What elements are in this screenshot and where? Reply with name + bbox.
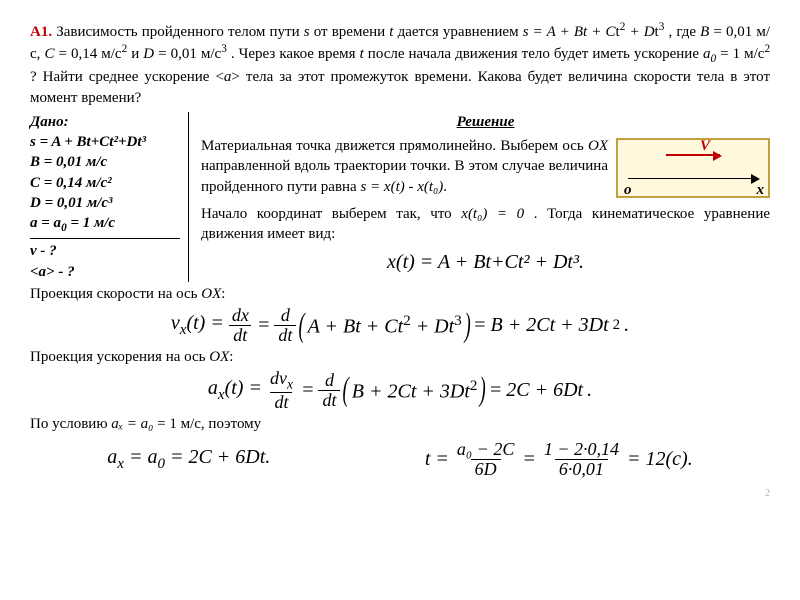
problem-number: А1. [30,24,52,40]
given-block: Дано: s = A + Bt+Сt²+Dt³ B = 0,01 м/с C … [30,112,189,282]
eq-final-row: ax = a0 = 2C + 6Dt. t = a₀ − 2C6D = 1 − … [30,440,770,479]
axis-diagram: V ox [616,138,770,198]
solution-step-2: Начало координат выберем так, что x(t₀) … [201,204,770,245]
eq-acceleration: ax(t) = dvxdt = ddt (B + 2Ct + 3Dt2) = 2… [30,369,770,412]
given-l1: s = A + Bt+Сt²+Dt³ [30,132,180,152]
page-number: 2 [30,487,770,501]
eq-velocity: vx(t) = dxdt = ddt (A + Bt + Ct2 + Dt3) … [30,306,770,345]
velocity-projection-label: Проекция скорости на ось OX: [30,284,770,304]
given-l2: B = 0,01 м/с [30,152,180,172]
solution-title: Решение [201,112,770,132]
given-l3: C = 0,14 м/с² [30,173,180,193]
given-title: Дано: [30,112,180,132]
eq-kinematic: x(t) = A + Bt+Сt² + Dt³. [201,249,770,276]
given-l4: D = 0,01 м/с³ [30,193,180,213]
solution-step-1: V ox Материальная точка движется прямоли… [201,136,770,197]
acceleration-projection-label: Проекция ускорения на ось OX: [30,347,770,367]
given-l7: <a> - ? [30,262,180,282]
problem-statement: А1. Зависимость пройденного телом пути s… [30,20,770,108]
given-l5: a = a0 = 1 м/с [30,213,180,236]
condition-line: По условию aₓ = a₀ = 1 м/с, поэтому [30,414,770,434]
given-l6: v - ? [30,241,180,261]
